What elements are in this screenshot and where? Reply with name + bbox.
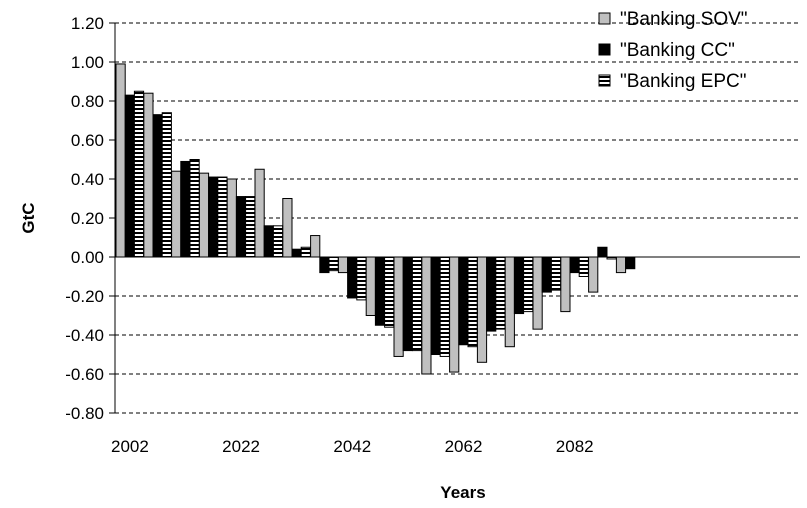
bar-epc [606, 256, 617, 260]
legend-label: "Banking CC" [620, 40, 735, 61]
bar-cc [597, 246, 608, 258]
bar-cc [541, 256, 552, 293]
bar-epc [523, 256, 534, 313]
bar-cc [263, 225, 274, 258]
legend: "Banking SOV" "Banking CC" "Banking EPC" [598, 9, 748, 92]
bar-sov [365, 256, 376, 316]
y-tick-label: 0.00 [71, 248, 104, 267]
y-tick-label: 0.40 [71, 170, 104, 189]
y-tick-label: 1.00 [71, 53, 104, 72]
bar-sov [337, 256, 349, 274]
bar-epc [133, 90, 145, 258]
bar-sov [476, 256, 488, 363]
bar-sov [393, 256, 404, 357]
bar-cc [319, 256, 330, 274]
bar-cc [291, 248, 302, 258]
bar-cc [625, 256, 636, 270]
bar-sov [282, 198, 293, 258]
bar-sov [310, 235, 321, 258]
x-tick-label: 2042 [333, 437, 371, 456]
y-tick-label: 0.80 [71, 92, 104, 111]
y-tick-label: -0.40 [65, 326, 104, 345]
bar-sov [171, 170, 182, 258]
bar-cc [374, 256, 386, 326]
bar-epc [384, 256, 395, 328]
bar-epc [161, 112, 172, 258]
bar-epc [550, 256, 562, 291]
bar-epc [272, 225, 284, 258]
legend-swatch [598, 12, 611, 25]
legend-swatch [598, 43, 611, 56]
bar-epc [495, 256, 506, 330]
bar-cc [152, 114, 163, 258]
bar-epc [578, 256, 589, 277]
bar-sov [560, 256, 571, 313]
bar-sov [226, 178, 237, 258]
bar-cc [486, 256, 497, 332]
bar-cc [513, 256, 525, 315]
bar-cc [208, 176, 219, 258]
legend-label: "Banking EPC" [620, 71, 747, 92]
bar-epc [356, 256, 367, 301]
x-tick-label: 2062 [445, 437, 483, 456]
bar-sov [504, 256, 515, 348]
bar-cc [180, 160, 191, 258]
bar-cc [430, 256, 441, 355]
y-tick-label: -0.80 [65, 404, 104, 423]
x-tick-labels: 2002 2022 2042 2062 2082 [111, 437, 594, 456]
x-tick-label: 2002 [111, 437, 149, 456]
y-tick-label: 0.60 [71, 131, 104, 150]
bar-sov [198, 172, 210, 258]
bar-sov [421, 256, 432, 375]
x-tick-label: 2082 [556, 437, 594, 456]
bar-epc [328, 256, 339, 272]
bar-epc [467, 256, 478, 348]
bar-epc [300, 246, 311, 258]
bar-sov [143, 92, 154, 258]
y-tick-label: 0.20 [71, 209, 104, 228]
bar-cc [124, 94, 135, 258]
y-tick-label: 1.20 [71, 14, 104, 33]
bar-sov [449, 256, 460, 373]
legend-swatch [598, 74, 611, 87]
bar-sov [615, 256, 627, 274]
bar-cc [569, 256, 580, 274]
bar-sov [115, 63, 126, 258]
bar-cc [402, 256, 413, 352]
bar-cc [235, 196, 247, 258]
bar-cc [347, 256, 358, 299]
x-tick-label: 2022 [222, 437, 260, 456]
bar-sov [254, 168, 265, 258]
bar-cc [458, 256, 469, 346]
y-axis-title: GtC [19, 202, 38, 233]
bar-sov [532, 256, 543, 330]
x-axis-title: Years [440, 483, 485, 502]
y-tick-label: -0.60 [65, 365, 104, 384]
y-tick-labels: 1.20 1.00 0.80 0.60 0.40 0.20 0.00 -0.20 -0.40 -0… [65, 14, 104, 423]
y-tick-label: -0.20 [65, 287, 104, 306]
bars [115, 63, 636, 375]
bar-epc [245, 196, 256, 258]
bar-sov [588, 256, 599, 293]
bar-epc [411, 256, 423, 352]
bar-epc [189, 159, 200, 258]
legend-label: "Banking SOV" [620, 9, 748, 30]
bar-epc [217, 176, 228, 258]
bar-epc [439, 256, 450, 357]
